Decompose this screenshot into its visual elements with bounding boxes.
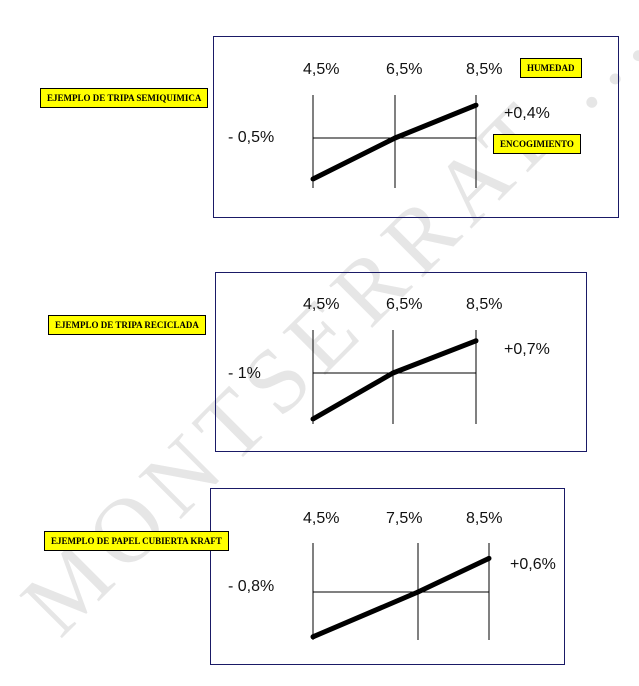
start-value-3: - 0,8% [228,578,275,595]
x-tick-1-2: 6,5% [386,61,423,78]
data-point-3-3 [486,555,492,561]
data-point-3-1 [310,634,316,640]
chart-title-1: EJEMPLO DE TRIPA SEMIQUIMICA [40,88,209,108]
data-point-1-1 [310,176,316,182]
shrinkage-legend: ENCOGIMIENTO [493,134,581,154]
end-value-2: +0,7% [504,341,550,358]
data-point-2-1 [310,416,316,422]
start-value-2: - 1% [228,365,261,382]
x-tick-1-3: 8,5% [466,61,503,78]
data-point-1-2 [392,135,398,141]
chart-panel-3 [210,488,565,665]
series-line-2 [311,338,477,422]
chart-title-2: EJEMPLO DE TRIPA RECICLADA [48,315,206,335]
chart-panel-2 [215,272,587,452]
chart-title-3: EJEMPLO DE PAPEL CUBIERTA KRAFT [44,531,229,551]
x-tick-1-1: 4,5% [303,61,340,78]
data-point-2-2 [390,370,396,376]
x-tick-2-1: 4,5% [303,296,340,313]
x-tick-2-3: 8,5% [466,296,503,313]
x-tick-3-3: 8,5% [466,510,503,527]
x-tick-3-2: 7,5% [386,510,423,527]
series-line-3 [312,556,491,640]
x-tick-3-1: 4,5% [303,510,340,527]
start-value-1: - 0,5% [228,129,275,146]
chart-panel-1 [213,36,619,218]
x-tick-2-2: 6,5% [386,296,423,313]
humidity-legend: HUMEDAD [520,58,582,78]
data-point-3-2 [415,589,421,595]
end-value-3: +0,6% [510,556,556,573]
data-point-2-3 [473,338,479,344]
end-value-1: +0,4% [504,105,550,122]
data-point-1-3 [473,102,479,108]
